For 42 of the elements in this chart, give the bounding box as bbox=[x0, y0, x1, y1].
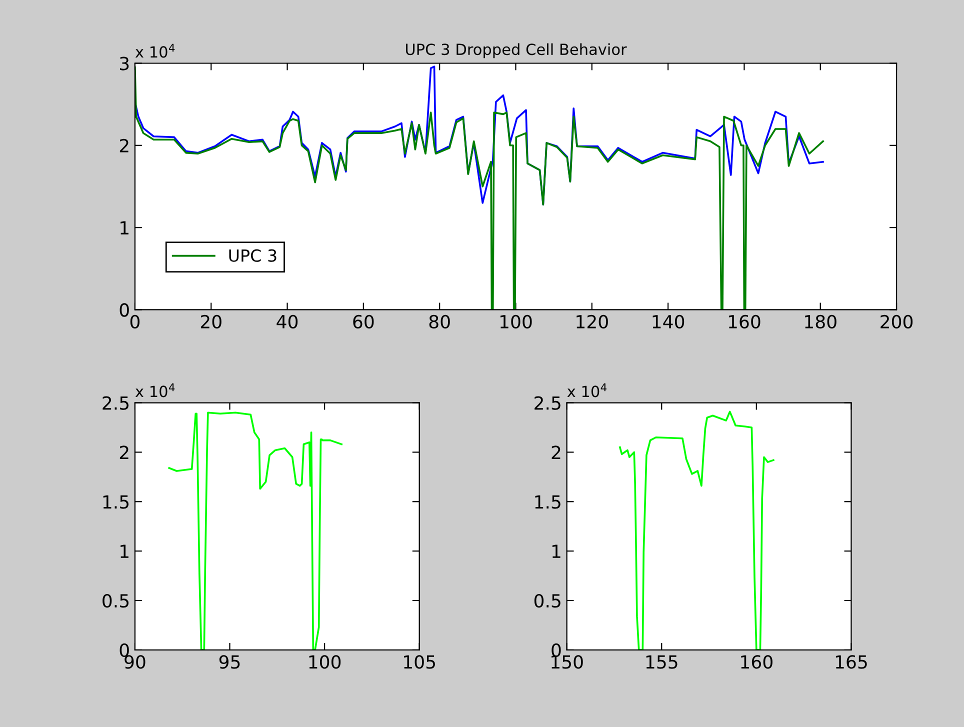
x-tick-label: 200 bbox=[880, 314, 913, 329]
x-tick-label: 155 bbox=[646, 655, 678, 669]
y-tick-label: 2.5 bbox=[534, 396, 560, 410]
x-tick-label: 100 bbox=[500, 314, 532, 329]
line-series bbox=[619, 410, 774, 650]
x-tick-label: 140 bbox=[652, 314, 684, 329]
x-tick-label: 80 bbox=[429, 314, 450, 329]
x-tick-label: 150 bbox=[552, 655, 583, 669]
x-tick-label: 180 bbox=[805, 314, 836, 329]
line-series bbox=[134, 66, 824, 310]
y-tick-label: 2 bbox=[552, 446, 560, 460]
y-tick-label: 1 bbox=[120, 544, 128, 558]
x-tick-label: 120 bbox=[576, 314, 608, 329]
text: x 10$^{4}$ bbox=[135, 44, 175, 58]
y-tick-label: 1 bbox=[552, 544, 560, 558]
x-tick-label: 0 bbox=[130, 314, 140, 329]
x-tick-label: 105 bbox=[404, 655, 435, 669]
x-tick-label: 40 bbox=[276, 314, 298, 329]
text: x 10$^{4}$ bbox=[135, 383, 175, 398]
x-tick-label: 160 bbox=[741, 655, 772, 669]
x-tick-label: 160 bbox=[728, 314, 760, 329]
y-tick-label: 2 bbox=[120, 138, 128, 152]
x-tick-label: 165 bbox=[836, 655, 867, 669]
text: x 10$^{4}$ bbox=[567, 383, 607, 398]
x-tick-label: 95 bbox=[219, 655, 240, 669]
y-tick-label: 2 bbox=[120, 446, 128, 460]
y-tick-label: 3 bbox=[120, 56, 129, 70]
chart-title: UPC 3 Dropped Cell Behavior bbox=[406, 43, 627, 58]
y-tick-label: 0.5 bbox=[534, 594, 560, 608]
y-tick-label: 2.5 bbox=[102, 396, 129, 410]
x-tick-label: 90 bbox=[124, 655, 146, 669]
y-tick-label: 0 bbox=[120, 303, 129, 317]
x-tick-label: 20 bbox=[200, 314, 222, 329]
x-tick-label: 60 bbox=[353, 314, 374, 329]
legend-label: UPC 3 bbox=[229, 249, 276, 262]
x-tick-label: 100 bbox=[309, 655, 341, 669]
y-tick-label: 1 bbox=[120, 221, 128, 234]
line-series bbox=[168, 412, 343, 650]
y-tick-label: 1.5 bbox=[535, 495, 560, 509]
y-tick-label: 0.5 bbox=[102, 594, 129, 608]
y-tick-label: 0 bbox=[120, 643, 129, 658]
y-tick-label: 1.5 bbox=[103, 495, 129, 509]
